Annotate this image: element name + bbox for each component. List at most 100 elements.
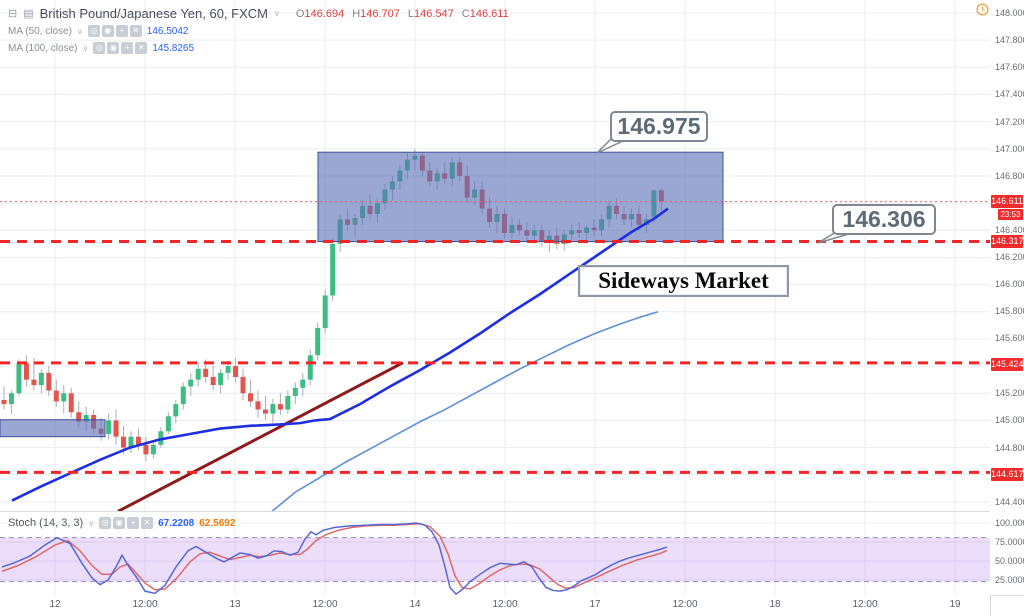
open-value: 146.694 (304, 7, 345, 20)
stoch-axis-label: 25.0000 (995, 575, 1024, 585)
sideways-market-note[interactable]: Sideways Market (578, 265, 789, 297)
add-indicator-button[interactable]: + (121, 42, 134, 54)
pane-divider[interactable] (0, 511, 1024, 512)
candle (8, 390, 14, 414)
main-chart-canvas[interactable] (0, 0, 990, 512)
level-price-tag: 144.617 (991, 468, 1024, 481)
remove-indicator-button[interactable]: ✕ (135, 42, 148, 54)
indicator-row-ma100: MA (100, close) ∨ ◎ ◉ + ✕ 145.8265 (8, 40, 509, 56)
bar-countdown-tag: 23:53 (998, 209, 1023, 220)
candle (218, 368, 224, 394)
indicator-row-stoch: Stoch (14, 3, 3) ∨ ◎ ◉ + ✕ 67.2208 62.5692 (8, 517, 235, 529)
support-price-callout[interactable]: 146.306 (832, 204, 936, 235)
candle (143, 436, 149, 462)
candle (23, 355, 29, 387)
candle (270, 398, 276, 424)
candle (180, 382, 186, 410)
price-axis-label: 148.000 (995, 8, 1024, 18)
ma50-buttons: ◎ ◉ + ✕ (87, 25, 142, 37)
ma100-line[interactable] (271, 310, 659, 512)
price-axis-label: 147.400 (995, 89, 1024, 99)
stoch-buttons: ◎ ◉ + ✕ (99, 517, 154, 529)
price-axis-label: 145.800 (995, 306, 1024, 316)
candle (61, 385, 67, 414)
time-axis-label: 13 (229, 599, 241, 610)
candle (330, 238, 336, 301)
ma50-value: 146.5042 (146, 25, 189, 37)
price-axis-label: 145.200 (995, 388, 1024, 398)
stoch-k-line[interactable] (1, 522, 668, 595)
alert-clock-icon[interactable] (976, 3, 989, 16)
stoch-d-line[interactable] (1, 522, 668, 591)
level-price-tag: 145.424 (991, 358, 1024, 371)
candle (195, 363, 201, 387)
price-axis-label: 146.800 (995, 171, 1024, 181)
current-price-tag: 146.611 (991, 195, 1023, 208)
ohlc-values: O146.694 H146.707 L146.547 C146.611 (295, 7, 509, 20)
ma50-line[interactable] (11, 207, 669, 502)
ma100-label[interactable]: MA (100, close) (8, 42, 78, 54)
candle (262, 395, 268, 421)
time-axis-label: 17 (589, 599, 601, 610)
add-indicator-button[interactable]: + (127, 517, 140, 529)
stoch-axis-label: 50.0000 (995, 556, 1024, 566)
stoch-label[interactable]: Stoch (14, 3, 3) (8, 517, 84, 529)
hide-indicator-button[interactable]: ◎ (99, 517, 112, 529)
candle (113, 409, 119, 445)
indicator-row-ma50: MA (50, close) ∨ ◎ ◉ + ✕ 146.5042 (8, 23, 509, 39)
chevron-down-icon[interactable]: ∨ (76, 26, 83, 36)
symbol-title[interactable]: British Pound/Japanese Yen, 60, FXCM (39, 6, 268, 21)
indicator-settings-button[interactable]: ◉ (107, 42, 120, 54)
candle (1, 386, 7, 410)
price-axis-label: 146.200 (995, 252, 1024, 262)
remove-indicator-button[interactable]: ✕ (141, 517, 154, 529)
candle (158, 427, 164, 448)
candle (285, 390, 291, 414)
time-axis-label: 12:00 (312, 599, 338, 610)
price-axis[interactable]: 148.000 147.800 147.600 147.400 147.200 147.0… (990, 0, 1024, 595)
resistance-zone[interactable] (317, 151, 724, 243)
candle (233, 357, 239, 383)
candle (128, 431, 134, 453)
chevron-down-icon[interactable]: ∨ (274, 9, 280, 18)
legend-area: ⊟ ▤ British Pound/Japanese Yen, 60, FXCM… (8, 5, 509, 56)
candle (31, 357, 37, 391)
candle (255, 390, 261, 418)
add-indicator-button[interactable]: + (115, 25, 128, 37)
stoch-band (0, 537, 990, 582)
price-axis-label: 144.400 (995, 497, 1024, 507)
hide-indicator-button[interactable]: ◎ (93, 42, 106, 54)
chevron-down-icon[interactable]: ∨ (82, 43, 89, 53)
time-axis-label: 19 (949, 599, 961, 610)
stochastic-pane-canvas[interactable] (0, 512, 990, 595)
chart-type-icon[interactable]: ▤ (23, 8, 34, 20)
remove-indicator-button[interactable]: ✕ (129, 25, 142, 37)
candle (165, 412, 171, 434)
price-axis-label: 144.800 (995, 443, 1024, 453)
time-axis-label: 12:00 (852, 599, 878, 610)
collapse-icon[interactable]: ⊟ (8, 8, 18, 20)
close-value: 146.611 (469, 7, 509, 20)
candle (53, 379, 59, 407)
candle (46, 366, 52, 396)
trendline[interactable] (117, 361, 404, 512)
time-axis-label: 12:00 (672, 599, 698, 610)
candle (240, 368, 246, 401)
time-axis[interactable]: 12 12:00 13 12:00 14 12:00 17 12:00 18 12:00 19 (0, 595, 990, 616)
hide-indicator-button[interactable]: ◎ (87, 25, 100, 37)
chevron-down-icon[interactable]: ∨ (88, 518, 95, 528)
stoch-d-value: 62.5692 (199, 517, 236, 529)
resistance-price-callout[interactable]: 146.975 (610, 111, 708, 142)
left-support-zone[interactable] (0, 419, 106, 438)
time-axis-label: 12 (49, 599, 61, 610)
price-axis-label: 147.800 (995, 35, 1024, 45)
indicator-settings-button[interactable]: ◉ (101, 25, 114, 37)
ma100-value: 145.8265 (152, 42, 195, 54)
price-axis-label: 145.000 (995, 415, 1024, 425)
indicator-settings-button[interactable]: ◉ (113, 517, 126, 529)
price-axis-label: 145.600 (995, 333, 1024, 343)
level-price-tag: 146.317 (991, 235, 1024, 248)
time-axis-label: 12:00 (492, 599, 518, 610)
ma50-label[interactable]: MA (50, close) (8, 25, 72, 37)
